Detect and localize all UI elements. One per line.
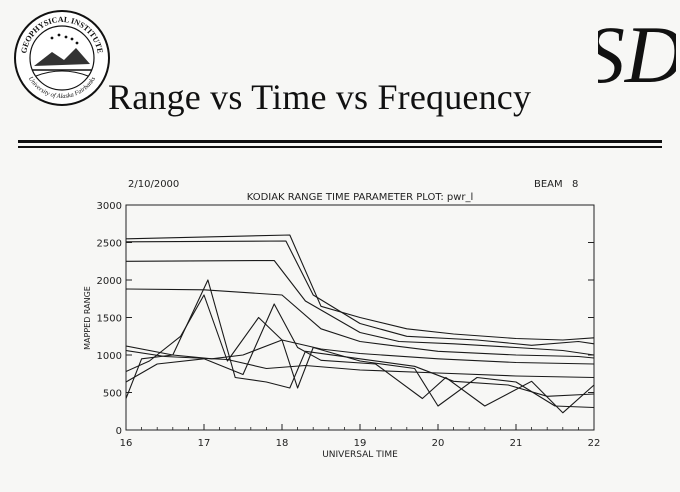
series-group: [125, 234, 595, 414]
series-line-5: [125, 339, 595, 365]
chart-date: 2/10/2000: [128, 179, 179, 190]
chart-title: KODIAK RANGE TIME PARAMETER PLOT: pwr_l: [247, 192, 474, 203]
series-line-1: [125, 234, 595, 341]
sd-logo-text: SD: [598, 14, 676, 100]
chart-beam-value: 8: [572, 179, 578, 190]
y-tick-label-2000: 2000: [97, 276, 122, 287]
slide-title: Range vs Time vs Frequency: [108, 77, 532, 117]
x-tick-label-21: 21: [510, 438, 523, 449]
y-tick-label-2500: 2500: [97, 239, 122, 250]
chart-beam-label: BEAM: [534, 179, 563, 190]
x-tick-label-20: 20: [432, 438, 445, 449]
y-tick-label-1500: 1500: [97, 314, 122, 325]
title-rule-top: [18, 140, 662, 143]
series-line-3: [125, 259, 595, 356]
y-tick-label-3000: 3000: [97, 201, 122, 212]
x-tick-label-17: 17: [198, 438, 211, 449]
x-tick-label-22: 22: [588, 438, 601, 449]
series-line-2: [125, 240, 595, 346]
x-tick-label-16: 16: [120, 438, 133, 449]
y-tick-label-0: 0: [116, 426, 122, 437]
series-line-9: [125, 303, 595, 414]
title-rule-bottom: [18, 146, 662, 148]
axis-ticks: 16 17 18 19 20 21 22 0 500 1000 1500 2000 2500 3000: [97, 201, 601, 449]
x-axis-label: UNIVERSAL TIME: [322, 450, 398, 460]
y-tick-label-500: 500: [103, 389, 122, 400]
series-line-6: [125, 349, 595, 379]
geophysical-institute-seal: GEOPHYSICAL INSTITUTE University of Alas…: [14, 10, 110, 106]
series-line-7: [125, 279, 595, 399]
y-tick-label-1000: 1000: [97, 351, 122, 362]
sd-logo: SD: [598, 14, 676, 100]
y-axis-label: MAPPED RANGE: [83, 286, 92, 350]
x-tick-label-18: 18: [276, 438, 289, 449]
series-line-4: [125, 288, 595, 359]
x-tick-label-19: 19: [354, 438, 367, 449]
series-line-8: [125, 294, 595, 409]
